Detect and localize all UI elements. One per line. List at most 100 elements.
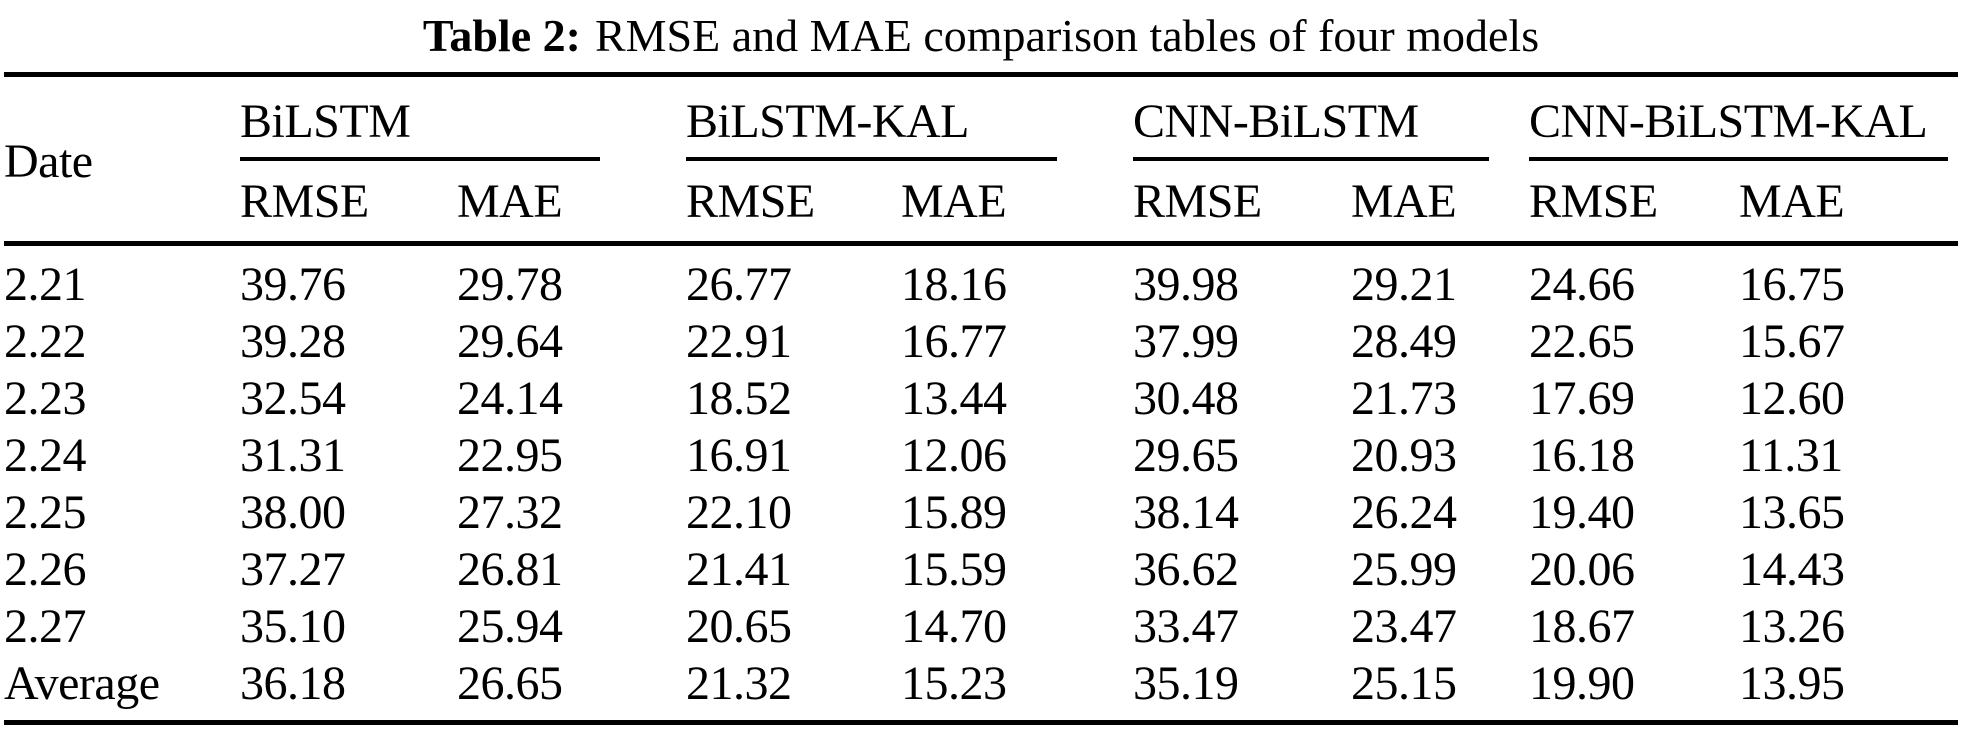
column-header-date: Date (4, 74, 240, 246)
value-cell: 15.23 (901, 657, 1007, 710)
table-row: 2.24 31.31 22.95 16.91 12.06 29.65 20.93… (4, 427, 1958, 484)
value-cell: 12.06 (901, 429, 1007, 482)
group-header-bilstm: BiLSTM (240, 75, 686, 162)
value-cell: 16.91 (686, 429, 792, 482)
table-row: 2.22 39.28 29.64 22.91 16.77 37.99 28.49… (4, 313, 1958, 370)
value-cell: 23.47 (1351, 600, 1457, 653)
table-row: 2.26 37.27 26.81 21.41 15.59 36.62 25.99… (4, 541, 1958, 598)
column-header-mae: MAE (457, 161, 686, 246)
value-cell: 18.16 (901, 258, 1007, 311)
value-cell: 16.77 (901, 315, 1007, 368)
value-cell: 22.95 (457, 429, 563, 482)
value-cell: 25.94 (457, 600, 563, 653)
value-cell: 25.15 (1351, 657, 1457, 710)
value-cell: 20.93 (1351, 429, 1457, 482)
date-cell: 2.25 (4, 486, 87, 539)
value-cell: 13.44 (901, 372, 1007, 425)
value-cell: 35.19 (1133, 657, 1239, 710)
metric-header-row: RMSE MAE RMSE MAE RMSE MAE RMSE MAE (4, 161, 1959, 246)
value-cell: 15.89 (901, 486, 1007, 539)
group-header-cnn-bilstm-kal: CNN-BiLSTM-KAL (1529, 75, 1958, 162)
group-header-cnn-bilstm: CNN-BiLSTM (1133, 75, 1529, 162)
value-cell: 18.52 (686, 372, 792, 425)
column-header-rmse: RMSE (240, 161, 457, 246)
table-title: Table 2: RMSE and MAE comparison tables o… (0, 0, 1962, 62)
value-cell: 15.59 (901, 543, 1007, 596)
table-row: 2.21 39.76 29.78 26.77 18.16 39.98 29.21… (4, 244, 1958, 314)
date-cell: Average (4, 657, 160, 710)
table-row-average: Average 36.18 26.65 21.32 15.23 35.19 25… (4, 655, 1958, 723)
value-cell: 26.77 (686, 258, 792, 311)
value-cell: 29.65 (1133, 429, 1239, 482)
column-header-rmse: RMSE (1529, 161, 1740, 246)
value-cell: 36.18 (240, 657, 346, 710)
value-cell: 19.40 (1529, 486, 1635, 539)
value-cell: 39.28 (240, 315, 346, 368)
date-cell: 2.26 (4, 543, 87, 596)
value-cell: 24.66 (1529, 258, 1635, 311)
value-cell: 31.31 (240, 429, 346, 482)
comparison-table: Date BiLSTM BiLSTM-KAL CNN-BiLSTM CNN-Bi… (4, 72, 1959, 725)
value-cell: 24.14 (457, 372, 563, 425)
column-header-mae: MAE (1739, 161, 1959, 246)
value-cell: 13.95 (1739, 657, 1845, 710)
value-cell: 28.49 (1351, 315, 1457, 368)
value-cell: 20.06 (1529, 543, 1635, 596)
value-cell: 21.41 (686, 543, 792, 596)
value-cell: 13.65 (1739, 486, 1845, 539)
value-cell: 18.67 (1529, 600, 1635, 653)
value-cell: 36.62 (1133, 543, 1239, 596)
table-number-label: Table 2: (422, 10, 581, 61)
value-cell: 26.65 (457, 657, 563, 710)
value-cell: 11.31 (1739, 429, 1843, 482)
table-row: 2.27 35.10 25.94 20.65 14.70 33.47 23.47… (4, 598, 1958, 655)
table-row: 2.25 38.00 27.32 22.10 15.89 38.14 26.24… (4, 484, 1958, 541)
value-cell: 12.60 (1739, 372, 1845, 425)
value-cell: 38.00 (240, 486, 346, 539)
value-cell: 37.27 (240, 543, 346, 596)
column-header-rmse: RMSE (1133, 161, 1351, 246)
value-cell: 25.99 (1351, 543, 1457, 596)
date-cell: 2.22 (4, 315, 87, 368)
value-cell: 38.14 (1133, 486, 1239, 539)
group-header-row: Date BiLSTM BiLSTM-KAL CNN-BiLSTM CNN-Bi… (4, 74, 1958, 246)
value-cell: 17.69 (1529, 372, 1635, 425)
value-cell: 15.67 (1739, 315, 1845, 368)
value-cell: 29.64 (457, 315, 563, 368)
value-cell: 21.32 (686, 657, 792, 710)
date-cell: 2.27 (4, 600, 87, 653)
column-header-mae: MAE (901, 161, 1133, 246)
value-cell: 19.90 (1529, 657, 1635, 710)
date-cell: 2.21 (4, 258, 87, 311)
value-cell: 30.48 (1133, 372, 1239, 425)
value-cell: 27.32 (457, 486, 563, 539)
value-cell: 22.65 (1529, 315, 1635, 368)
column-header-mae: MAE (1351, 161, 1530, 246)
date-cell: 2.24 (4, 429, 87, 482)
value-cell: 29.78 (457, 258, 563, 311)
value-cell: 14.70 (901, 600, 1007, 653)
value-cell: 22.91 (686, 315, 792, 368)
value-cell: 14.43 (1739, 543, 1845, 596)
value-cell: 21.73 (1351, 372, 1457, 425)
value-cell: 35.10 (240, 600, 346, 653)
value-cell: 33.47 (1133, 600, 1239, 653)
value-cell: 16.18 (1529, 429, 1635, 482)
value-cell: 20.65 (686, 600, 792, 653)
value-cell: 16.75 (1739, 258, 1845, 311)
value-cell: 39.98 (1133, 258, 1239, 311)
value-cell: 26.24 (1351, 486, 1457, 539)
value-cell: 22.10 (686, 486, 792, 539)
table-caption-text: RMSE and MAE comparison tables of four m… (594, 10, 1540, 61)
value-cell: 37.99 (1133, 315, 1239, 368)
value-cell: 29.21 (1351, 258, 1457, 311)
value-cell: 13.26 (1739, 600, 1845, 653)
column-header-rmse: RMSE (686, 161, 901, 246)
value-cell: 26.81 (457, 543, 563, 596)
value-cell: 39.76 (240, 258, 346, 311)
group-header-bilstm-kal: BiLSTM-KAL (686, 75, 1133, 162)
value-cell: 32.54 (240, 372, 346, 425)
date-cell: 2.23 (4, 372, 87, 425)
table-row: 2.23 32.54 24.14 18.52 13.44 30.48 21.73… (4, 370, 1958, 427)
